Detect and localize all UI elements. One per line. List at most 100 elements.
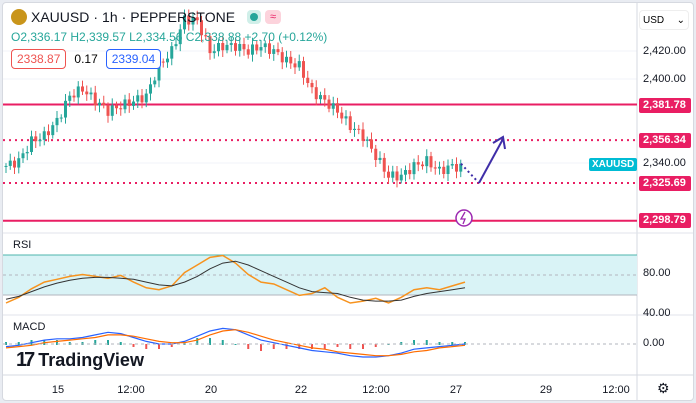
candle-body (263, 43, 267, 48)
candle-body (140, 95, 144, 103)
candle-body (123, 99, 127, 110)
candle-body (242, 44, 246, 50)
candle-body (314, 87, 318, 100)
candle-body (353, 128, 356, 131)
candle-body (225, 44, 229, 51)
currency-select[interactable]: USD ⌄ (639, 10, 689, 30)
macd-histogram-bar (425, 340, 428, 345)
macd-histogram-bar (323, 344, 326, 349)
candle-body (204, 35, 208, 37)
candle-body (200, 20, 203, 36)
macd-histogram-bar (374, 344, 377, 347)
sell-price-button[interactable]: 2338.87 (11, 49, 67, 69)
candle-body (425, 156, 429, 167)
macd-histogram-bar (56, 340, 58, 345)
candle-body (191, 17, 195, 25)
candle-body (429, 156, 433, 168)
macd-histogram-bar (158, 344, 160, 349)
candle-body (446, 165, 450, 174)
macd-histogram-bar (170, 344, 173, 347)
gold-logo-icon (11, 9, 27, 25)
macd-histogram-bar (413, 340, 415, 345)
macd-histogram-bar (260, 344, 262, 351)
candle-body (25, 151, 29, 154)
candle-body (280, 52, 284, 63)
time-tick: 12:00 (362, 384, 390, 396)
candle-body (38, 139, 42, 142)
candle-body (455, 164, 458, 172)
candle-body (344, 116, 348, 119)
candle-body (178, 29, 182, 45)
candle-body (42, 131, 46, 140)
macd-histogram-bar (234, 344, 237, 345)
candle-body (234, 43, 237, 51)
rsi-ma-line (5, 260, 466, 302)
buy-price-button[interactable]: 2339.04 (105, 49, 162, 69)
candle-body (8, 160, 12, 166)
time-tick: 12:00 (117, 384, 145, 396)
indicator-toggle-icon[interactable]: ≈ (265, 10, 282, 24)
macd-histogram-bar (451, 342, 454, 345)
candle-body (348, 116, 352, 131)
macd-histogram-bar (247, 344, 250, 349)
candle-body (399, 174, 403, 181)
symbol-header[interactable]: XAUUSD · 1h · PEPPERSTONE ≈ (11, 9, 282, 25)
candle-body (187, 15, 191, 25)
candle-body (170, 46, 174, 59)
candle-body (17, 158, 21, 168)
candle-body (166, 58, 169, 63)
candle-body (238, 44, 242, 51)
candle-body (55, 117, 59, 126)
candle-body (365, 139, 369, 141)
time-tick: 15 (51, 384, 65, 396)
candle-body (438, 166, 441, 169)
candle-body (319, 95, 322, 100)
alert-lightning-icon (455, 209, 473, 227)
macd-histogram-bar (272, 344, 275, 349)
time-tick: 29 (539, 384, 553, 396)
spread: 0.17 (74, 52, 98, 66)
candle-body (68, 95, 72, 101)
candle-body (98, 102, 101, 106)
level-tag: 2,298.79 (639, 213, 691, 228)
chevron-down-icon: ⌄ (676, 15, 685, 26)
candle-body (106, 105, 110, 116)
candle-body (293, 63, 297, 68)
rsi-line (5, 254, 466, 304)
time-tick: 22 (294, 384, 308, 396)
candle-body (412, 162, 416, 175)
settings-gear-icon[interactable]: ⚙ (657, 380, 670, 396)
macd-histogram-bar (349, 344, 352, 349)
macd-histogram-bar (362, 344, 364, 349)
candle-body (340, 112, 344, 119)
candle-body (30, 136, 33, 152)
candle-body (153, 80, 157, 85)
candle-body (229, 43, 233, 45)
candle-body (127, 99, 131, 106)
candle-body (183, 15, 186, 30)
rsi-label: RSI (13, 239, 32, 251)
macd-histogram-bar (298, 344, 301, 349)
candle-body (217, 43, 220, 52)
candle-body (149, 84, 152, 94)
candle-body (72, 95, 76, 98)
candle-body (323, 95, 327, 100)
macd-histogram-bar (17, 342, 20, 345)
macd-histogram-bar (119, 342, 122, 345)
candle-body (115, 105, 118, 109)
candle-body (391, 171, 395, 178)
chart-canvas[interactable] (3, 3, 694, 401)
candle-body (395, 171, 399, 181)
candle-body (34, 136, 38, 142)
candle-body (102, 102, 106, 106)
macd-histogram-bar (196, 338, 199, 345)
exchange: PEPPERSTONE (130, 9, 236, 25)
candle-body (370, 139, 373, 149)
interval: 1h (102, 9, 118, 25)
candle-body (4, 165, 8, 167)
candle-body (255, 44, 259, 51)
candle-body (442, 166, 446, 174)
candle-body (13, 160, 16, 168)
time-tick: 20 (204, 384, 218, 396)
